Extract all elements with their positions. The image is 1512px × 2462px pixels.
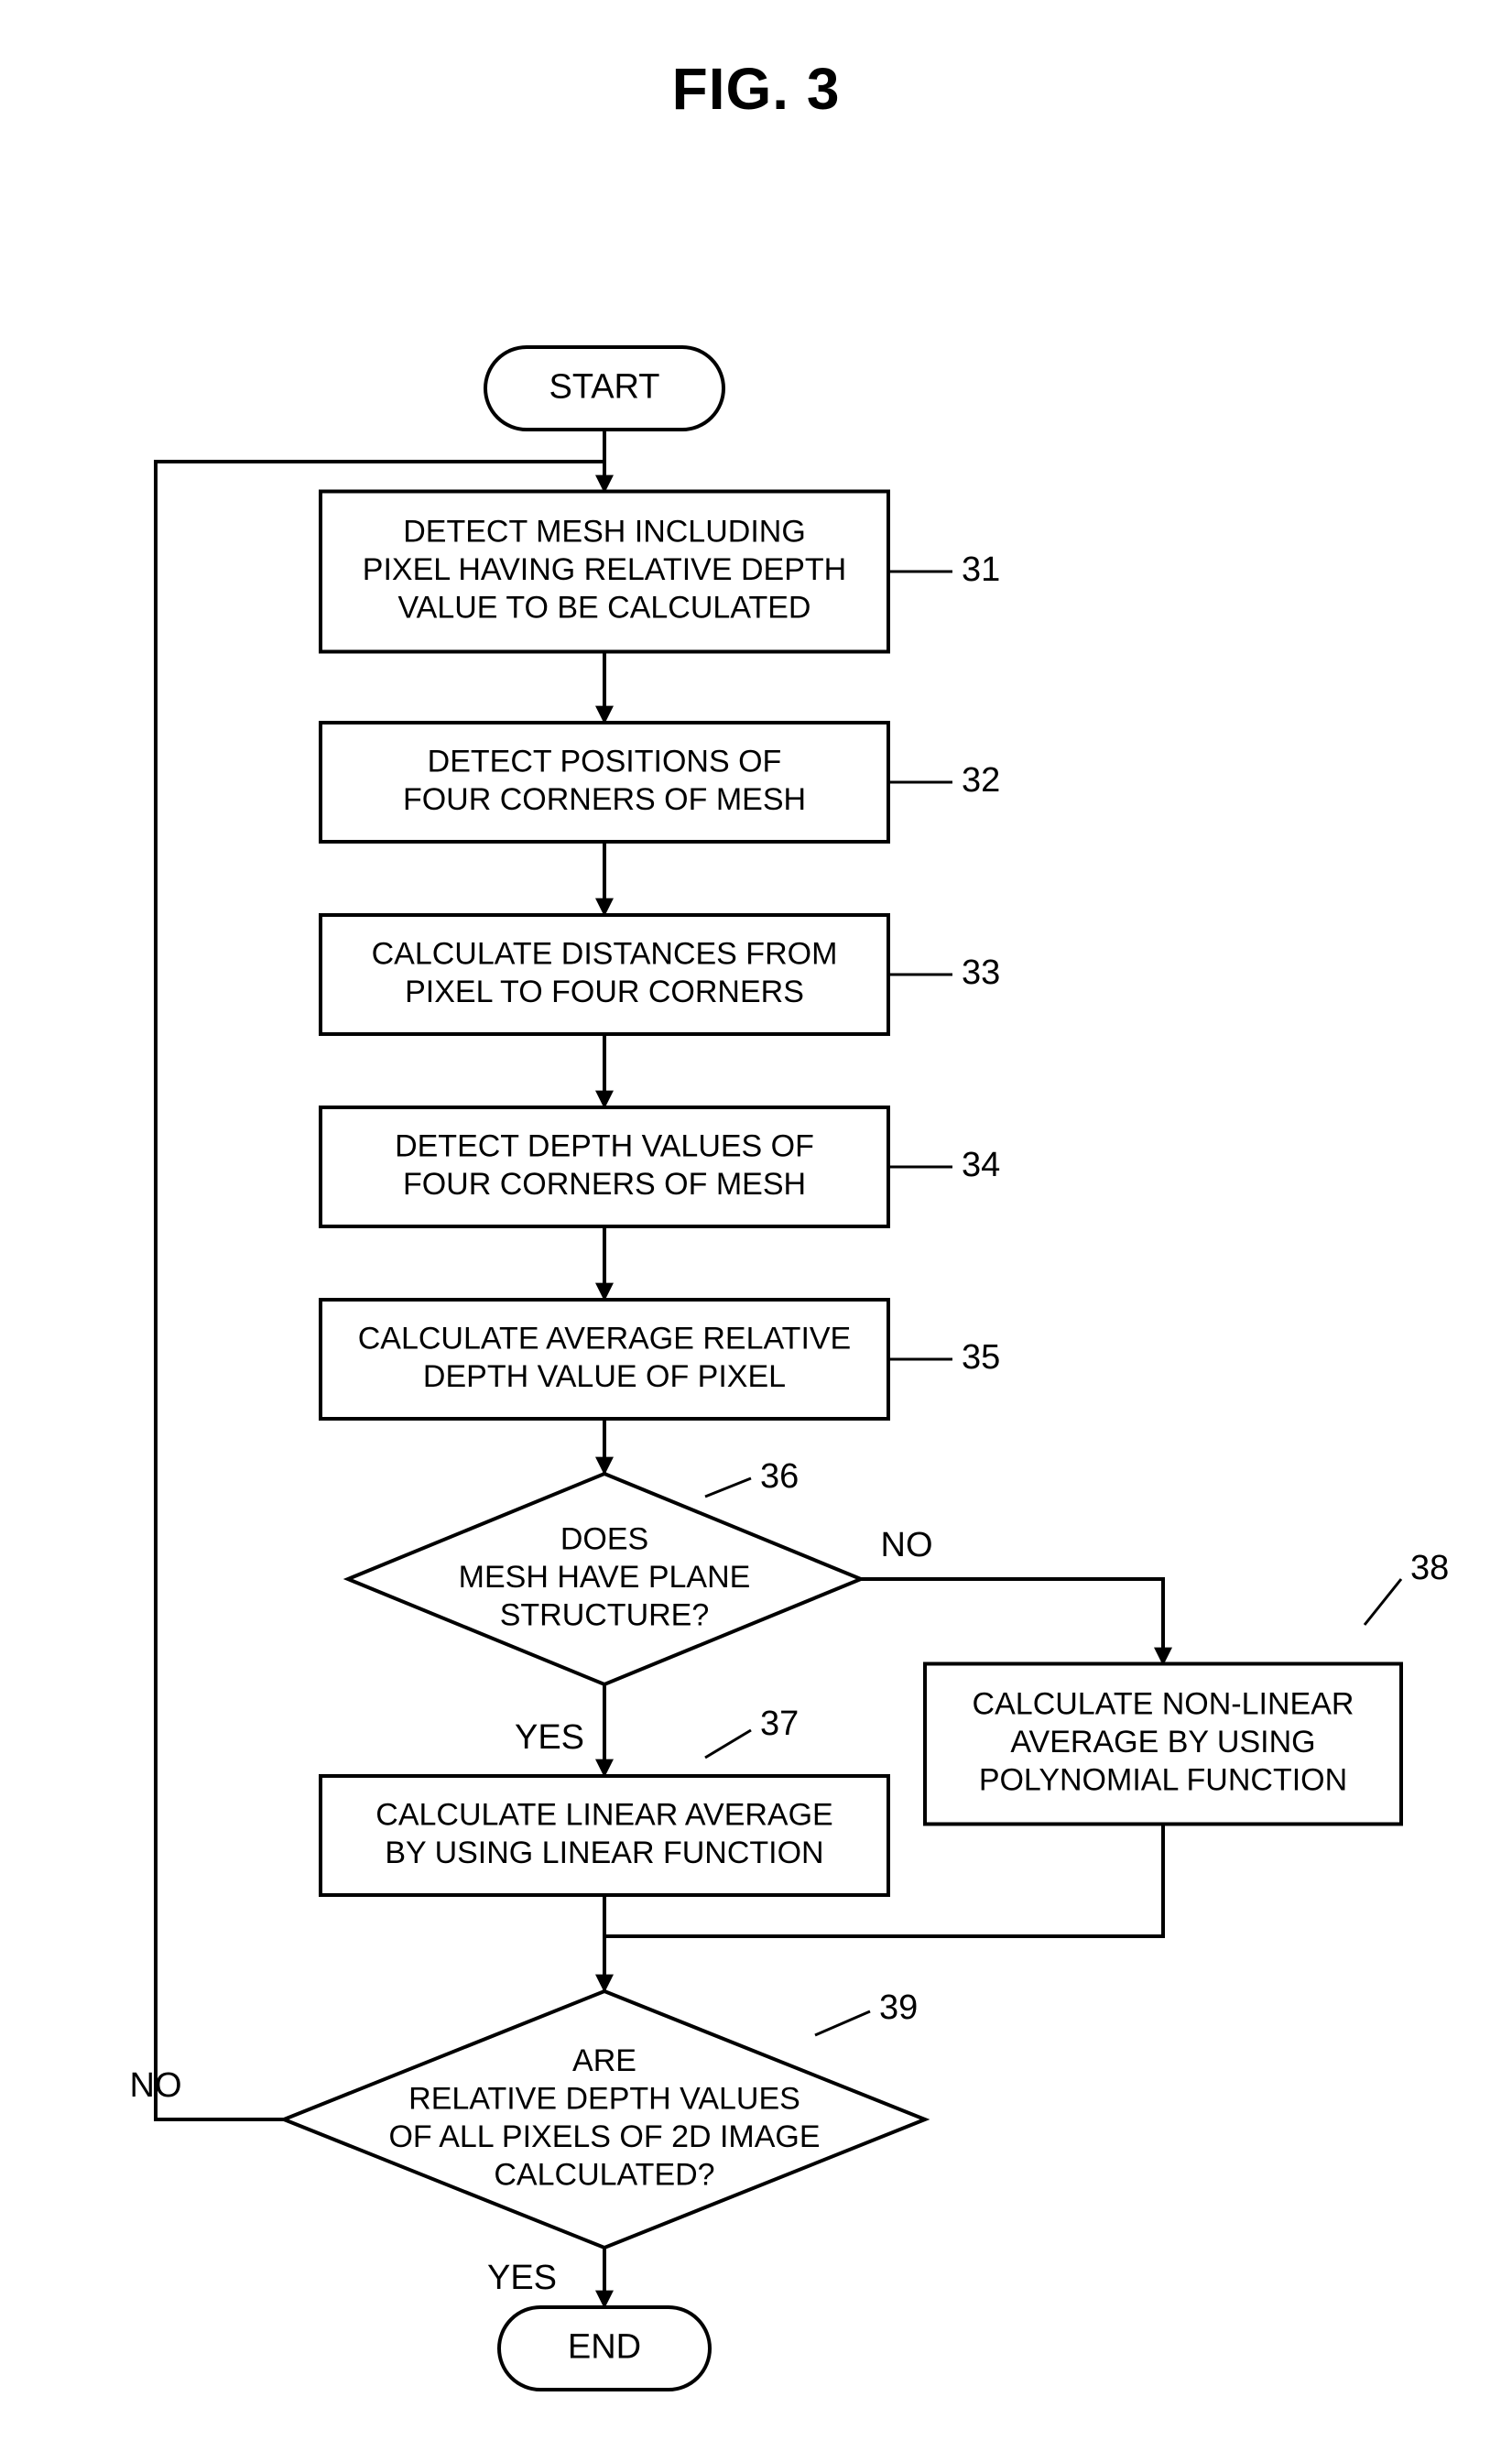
s38-line: AVERAGE BY USING bbox=[1010, 1725, 1315, 1759]
ref-label-s32: 32 bbox=[962, 761, 1000, 800]
ref-label-s31: 31 bbox=[962, 550, 1000, 589]
d36-line: STRUCTURE? bbox=[500, 1598, 710, 1633]
ref-leader-d36 bbox=[705, 1478, 751, 1497]
s32-line: DETECT POSITIONS OF bbox=[428, 744, 782, 779]
s33-line: CALCULATE DISTANCES FROM bbox=[372, 936, 838, 971]
s38-line: CALCULATE NON-LINEAR bbox=[973, 1687, 1354, 1722]
ref-leader-s37 bbox=[705, 1730, 751, 1758]
s35-line: CALCULATE AVERAGE RELATIVE bbox=[358, 1321, 852, 1356]
edge-label-39-no-loop: NO bbox=[130, 2066, 182, 2105]
edge-label-39-yes-end: YES bbox=[487, 2259, 557, 2297]
d39-line: RELATIVE DEPTH VALUES bbox=[408, 2081, 800, 2116]
end-line: END bbox=[568, 2327, 641, 2366]
edge-label-36-no-to-38: NO bbox=[881, 1526, 933, 1564]
s37-line: CALCULATE LINEAR AVERAGE bbox=[375, 1797, 832, 1832]
s31-line: DETECT MESH INCLUDING bbox=[403, 515, 806, 550]
s33-line: PIXEL TO FOUR CORNERS bbox=[405, 975, 804, 1009]
ref-label-s33: 33 bbox=[962, 953, 1000, 992]
d36-line: MESH HAVE PLANE bbox=[459, 1560, 751, 1595]
edge-label-36-yes-to-37: YES bbox=[515, 1718, 584, 1757]
s38-line: POLYNOMIAL FUNCTION bbox=[979, 1763, 1347, 1798]
d39-line: CALCULATED? bbox=[494, 2157, 714, 2192]
d39-line: OF ALL PIXELS OF 2D IMAGE bbox=[388, 2119, 820, 2154]
s34-line: DETECT DEPTH VALUES OF bbox=[395, 1128, 814, 1163]
edge-36-no-to-38 bbox=[861, 1579, 1163, 1664]
start-line: START bbox=[549, 367, 659, 406]
ref-leader-d39 bbox=[815, 2011, 870, 2035]
d39-line: ARE bbox=[572, 2043, 636, 2078]
flowchart-canvas: YESNOYESNOSTARTENDDETECT MESH INCLUDINGP… bbox=[0, 123, 1512, 2462]
s31-line: PIXEL HAVING RELATIVE DEPTH bbox=[363, 552, 846, 587]
ref-label-d39: 39 bbox=[879, 1988, 918, 2027]
ref-label-s38: 38 bbox=[1410, 1549, 1449, 1587]
s37-line: BY USING LINEAR FUNCTION bbox=[385, 1836, 823, 1870]
ref-label-s37: 37 bbox=[760, 1705, 799, 1743]
figure-title: FIG. 3 bbox=[0, 0, 1512, 123]
ref-label-s35: 35 bbox=[962, 1338, 1000, 1377]
ref-leader-s38 bbox=[1365, 1579, 1401, 1625]
ref-label-d36: 36 bbox=[760, 1457, 799, 1496]
s32-line: FOUR CORNERS OF MESH bbox=[403, 782, 806, 817]
d36-line: DOES bbox=[560, 1522, 648, 1557]
s35-line: DEPTH VALUE OF PIXEL bbox=[423, 1359, 786, 1394]
ref-label-s34: 34 bbox=[962, 1146, 1000, 1184]
s31-line: VALUE TO BE CALCULATED bbox=[398, 591, 811, 626]
s34-line: FOUR CORNERS OF MESH bbox=[403, 1167, 806, 1202]
